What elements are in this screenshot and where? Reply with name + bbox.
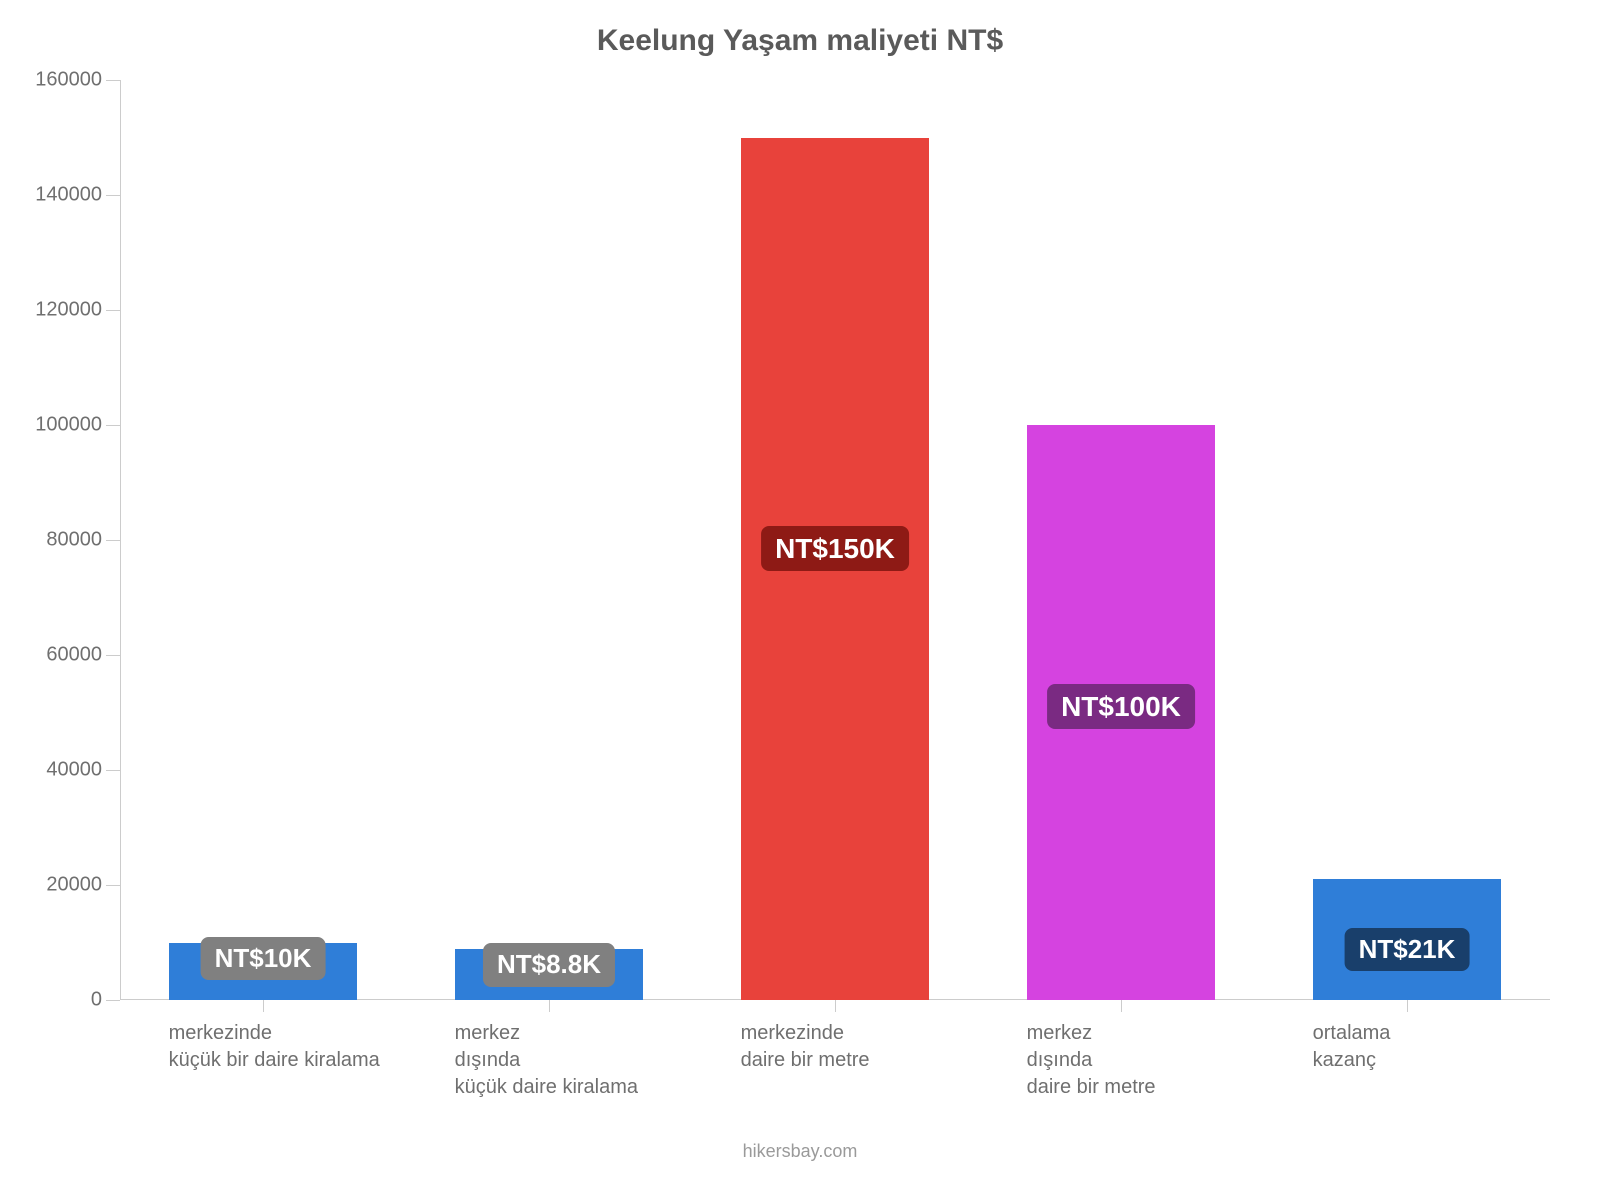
bar: NT$10K: [169, 943, 358, 1001]
x-axis-label: merkezinde daire bir metre: [741, 1020, 870, 1074]
y-tick-label: 60000: [46, 644, 120, 667]
chart-title: Keelung Yaşam maliyeti NT$: [0, 24, 1600, 58]
x-axis-label: ortalama kazanç: [1313, 1020, 1391, 1074]
x-axis-label: merkez dışında küçük daire kiralama: [455, 1020, 638, 1101]
y-tick-label: 120000: [35, 299, 120, 322]
plot-area: 0200004000060000800001000001200001400001…: [120, 80, 1550, 1000]
x-tick: [263, 1000, 264, 1012]
y-tick-label: 80000: [46, 529, 120, 552]
chart-container: Keelung Yaşam maliyeti NT$ 0200004000060…: [0, 0, 1600, 1200]
bar: NT$150K: [741, 138, 930, 1001]
x-tick: [1121, 1000, 1122, 1012]
bars-group: NT$10K NT$8.8K NT$150K NT$100K NT$21K: [120, 80, 1550, 1000]
bar: NT$100K: [1027, 425, 1216, 1000]
y-tick-label: 160000: [35, 69, 120, 92]
bar-value-badge: NT$10K: [201, 937, 326, 980]
bar: NT$8.8K: [455, 949, 644, 1000]
x-tick: [835, 1000, 836, 1012]
chart-footer: hikersbay.com: [0, 1141, 1600, 1162]
x-tick: [1407, 1000, 1408, 1012]
bar-value-badge: NT$8.8K: [483, 943, 615, 986]
y-tick-label: 40000: [46, 759, 120, 782]
y-tick-label: 100000: [35, 414, 120, 437]
bar: NT$21K: [1313, 879, 1502, 1000]
x-tick: [549, 1000, 550, 1012]
x-axis-label: merkezinde küçük bir daire kiralama: [169, 1020, 380, 1074]
y-tick-label: 20000: [46, 874, 120, 897]
y-tick-label: 0: [91, 989, 120, 1012]
x-axis-label: merkez dışında daire bir metre: [1027, 1020, 1156, 1101]
bar-value-badge: NT$21K: [1345, 928, 1470, 971]
y-tick-label: 140000: [35, 184, 120, 207]
bar-value-badge: NT$150K: [761, 526, 909, 572]
bar-value-badge: NT$100K: [1047, 684, 1195, 730]
